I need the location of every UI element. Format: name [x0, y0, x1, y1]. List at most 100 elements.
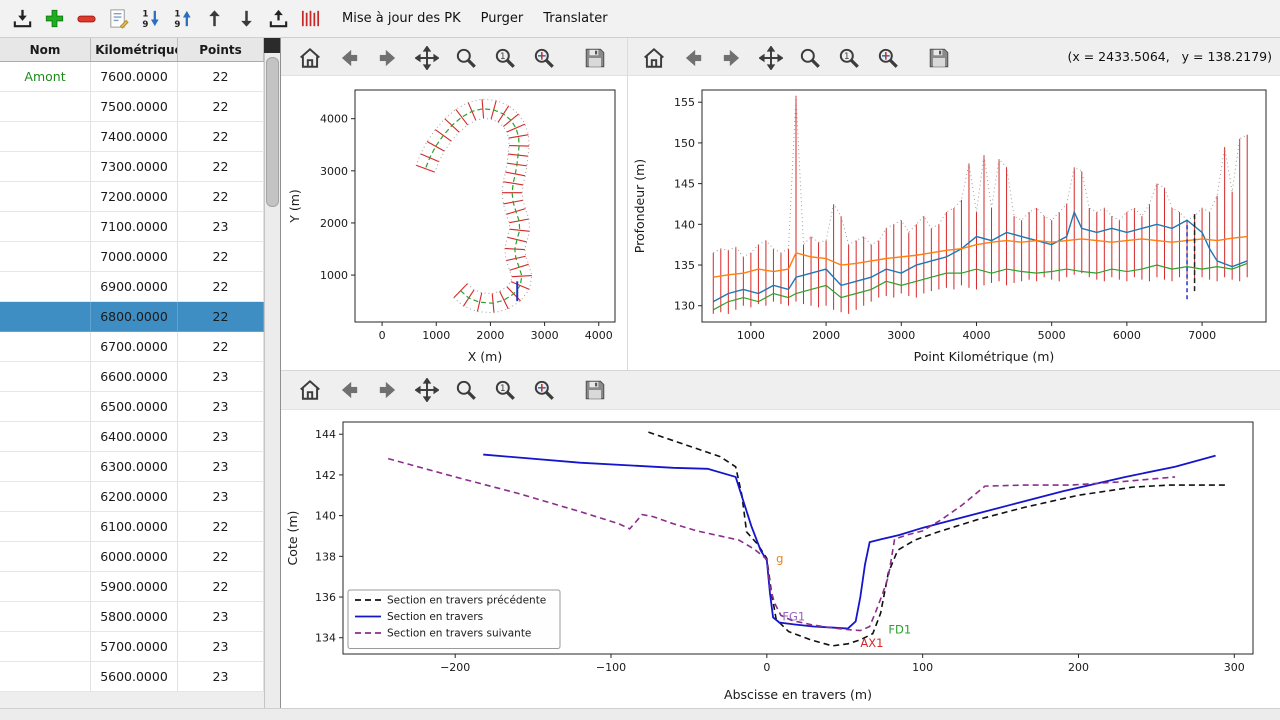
svg-text:1000: 1000: [320, 269, 348, 282]
zoom-axes-icon[interactable]: [531, 377, 557, 403]
cell-points: 22: [178, 182, 264, 212]
cell-nom: [0, 272, 91, 302]
cell-points: 23: [178, 482, 264, 512]
zoom-one-icon[interactable]: 1: [492, 377, 518, 403]
svg-text:g: g: [776, 551, 783, 565]
cell-points: 22: [178, 92, 264, 122]
svg-text:1000: 1000: [737, 329, 765, 342]
table-row[interactable]: 6200.0000 23: [0, 482, 264, 512]
zoom-icon[interactable]: [453, 377, 479, 403]
svg-text:1: 1: [844, 52, 850, 62]
table-row[interactable]: 6700.0000 22: [0, 332, 264, 362]
cell-nom: [0, 122, 91, 152]
table-row[interactable]: 7400.0000 22: [0, 122, 264, 152]
table-row[interactable]: Amont 7600.0000 22: [0, 62, 264, 92]
profile-nav-toolbar: 1: [641, 40, 952, 76]
table-row[interactable]: 6500.0000 23: [0, 392, 264, 422]
cross-section-chart[interactable]: g FG1 AX1 FD1 −200 −100 0 100 200 300 134 136 138 140…: [283, 410, 1276, 706]
svg-text:2000: 2000: [812, 329, 840, 342]
import-button[interactable]: [6, 4, 38, 34]
menu-purger[interactable]: Purger: [480, 11, 524, 26]
home-icon[interactable]: [641, 45, 667, 71]
move-down-button[interactable]: [230, 4, 262, 34]
profile-chart[interactable]: 1000 2000 3000 4000 5000 6000 7000 130 135 140 145…: [630, 78, 1276, 368]
pan-icon[interactable]: [414, 377, 440, 403]
svg-text:2000: 2000: [476, 329, 504, 342]
svg-text:Point Kilométrique (m): Point Kilométrique (m): [914, 349, 1055, 364]
svg-text:3000: 3000: [320, 165, 348, 178]
add-icon: [45, 9, 63, 28]
add-button[interactable]: [38, 4, 70, 34]
back-icon[interactable]: [680, 45, 706, 71]
scrollbar-thumb[interactable]: [266, 57, 279, 207]
forward-icon[interactable]: [375, 45, 401, 71]
cell-points: 22: [178, 572, 264, 602]
pan-icon[interactable]: [414, 45, 440, 71]
cell-pk: 7400.0000: [91, 122, 178, 152]
save-icon[interactable]: [582, 45, 608, 71]
zoom-one-icon[interactable]: 1: [836, 45, 862, 71]
table-row[interactable]: 5900.0000 22: [0, 572, 264, 602]
svg-text:−200: −200: [440, 661, 470, 674]
zoom-one-icon[interactable]: 1: [492, 45, 518, 71]
save-icon[interactable]: [582, 377, 608, 403]
zoom-axes-icon[interactable]: [875, 45, 901, 71]
zoom-icon[interactable]: [797, 45, 823, 71]
home-icon[interactable]: [297, 377, 323, 403]
table-row[interactable]: 5600.0000 23: [0, 662, 264, 692]
edit-list-button[interactable]: [102, 4, 134, 34]
forward-icon[interactable]: [375, 377, 401, 403]
table-row[interactable]: 6900.0000 22: [0, 272, 264, 302]
table-row[interactable]: 6400.0000 23: [0, 422, 264, 452]
table-row[interactable]: 5700.0000 23: [0, 632, 264, 662]
svg-text:150: 150: [674, 137, 695, 150]
remove-button[interactable]: [70, 4, 102, 34]
table-row[interactable]: 6000.0000 22: [0, 542, 264, 572]
cell-nom: [0, 212, 91, 242]
menu-update-pk[interactable]: Mise à jour des PK: [342, 11, 461, 26]
table-row[interactable]: 6100.0000 22: [0, 512, 264, 542]
column-header-pk[interactable]: t Kilométrique: [91, 38, 178, 61]
move-down-icon: [240, 10, 252, 27]
home-icon[interactable]: [297, 45, 323, 71]
svg-text:Section en travers: Section en travers: [387, 611, 483, 623]
edit-list-icon: [109, 9, 129, 29]
svg-text:Cote (m): Cote (m): [285, 511, 300, 566]
menu-translater[interactable]: Translater: [543, 11, 608, 26]
cell-points: 22: [178, 302, 264, 332]
table-scrollbar[interactable]: [264, 38, 280, 708]
cell-points: 23: [178, 212, 264, 242]
table-row[interactable]: 7000.0000 22: [0, 242, 264, 272]
cursor-coordinates: (x = 2433.5064, y = 138.2179): [1067, 49, 1272, 64]
table-row[interactable]: 5800.0000 23: [0, 602, 264, 632]
table-row[interactable]: 6600.0000 23: [0, 362, 264, 392]
pk-hatch-button[interactable]: [294, 4, 326, 34]
cell-nom: [0, 422, 91, 452]
save-icon[interactable]: [926, 45, 952, 71]
table-row[interactable]: 7300.0000 22: [0, 152, 264, 182]
column-header-points[interactable]: Points: [178, 38, 264, 61]
pan-icon[interactable]: [758, 45, 784, 71]
forward-icon[interactable]: [719, 45, 745, 71]
svg-text:FD1: FD1: [888, 623, 911, 637]
cell-nom: [0, 152, 91, 182]
svg-text:1000: 1000: [422, 329, 450, 342]
back-icon[interactable]: [336, 45, 362, 71]
cell-points: 22: [178, 512, 264, 542]
export-button[interactable]: [262, 4, 294, 34]
back-icon[interactable]: [336, 377, 362, 403]
table-row[interactable]: 6300.0000 23: [0, 452, 264, 482]
table-row[interactable]: 7500.0000 22: [0, 92, 264, 122]
plan-view-chart[interactable]: 0 1000 2000 3000 4000 1000 2000 3000 4000 X (m) Y …: [285, 78, 627, 368]
column-header-nom[interactable]: Nom: [0, 38, 91, 61]
zoom-icon[interactable]: [453, 45, 479, 71]
zoom-axes-icon[interactable]: [531, 45, 557, 71]
cell-nom: [0, 512, 91, 542]
table-row[interactable]: 7200.0000 22: [0, 182, 264, 212]
table-row[interactable]: 6800.0000 22: [0, 302, 264, 332]
table-row[interactable]: 7100.0000 23: [0, 212, 264, 242]
cell-points: 22: [178, 272, 264, 302]
move-up-button[interactable]: [198, 4, 230, 34]
